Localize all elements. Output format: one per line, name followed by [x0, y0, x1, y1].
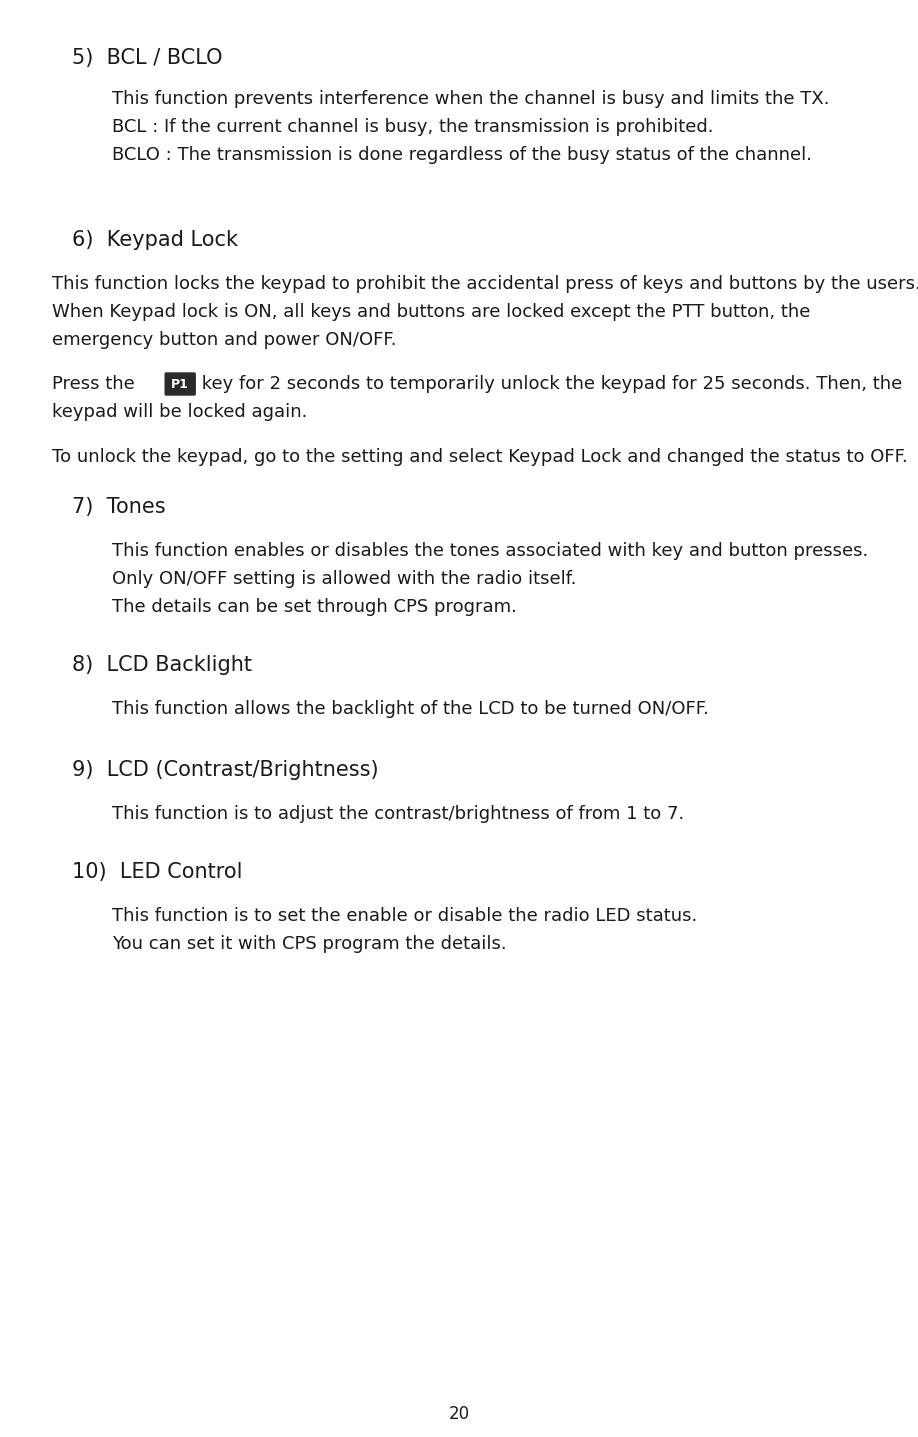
- Text: 20: 20: [448, 1405, 470, 1423]
- Text: key for 2 seconds to temporarily unlock the keypad for 25 seconds. Then, the: key for 2 seconds to temporarily unlock …: [196, 375, 902, 392]
- Text: This function prevents interference when the channel is busy and limits the TX.: This function prevents interference when…: [112, 91, 830, 108]
- Text: You can set it with CPS program the details.: You can set it with CPS program the deta…: [112, 935, 507, 953]
- Text: This function enables or disables the tones associated with key and button press: This function enables or disables the to…: [112, 542, 868, 560]
- Text: This function is to adjust the contrast/brightness of from 1 to 7.: This function is to adjust the contrast/…: [112, 805, 684, 823]
- Text: 9)  LCD (Contrast/Brightness): 9) LCD (Contrast/Brightness): [72, 760, 378, 780]
- Text: When Keypad lock is ON, all keys and buttons are locked except the PTT button, t: When Keypad lock is ON, all keys and but…: [52, 303, 811, 320]
- Text: Only ON/OFF setting is allowed with the radio itself.: Only ON/OFF setting is allowed with the …: [112, 570, 577, 588]
- Text: Press the: Press the: [52, 375, 140, 392]
- Text: This function allows the backlight of the LCD to be turned ON/OFF.: This function allows the backlight of th…: [112, 700, 709, 718]
- Text: The details can be set through CPS program.: The details can be set through CPS progr…: [112, 598, 517, 616]
- Text: 10)  LED Control: 10) LED Control: [72, 862, 242, 882]
- Text: 5)  BCL / BCLO: 5) BCL / BCLO: [72, 47, 222, 68]
- FancyBboxPatch shape: [165, 374, 196, 395]
- Text: This function locks the keypad to prohibit the accidental press of keys and butt: This function locks the keypad to prohib…: [52, 274, 918, 293]
- Text: 8)  LCD Backlight: 8) LCD Backlight: [72, 655, 252, 675]
- Text: This function is to set the enable or disable the radio LED status.: This function is to set the enable or di…: [112, 907, 698, 925]
- Text: 7)  Tones: 7) Tones: [72, 497, 165, 517]
- Text: emergency button and power ON/OFF.: emergency button and power ON/OFF.: [52, 331, 397, 349]
- Text: 6)  Keypad Lock: 6) Keypad Lock: [72, 230, 238, 250]
- Text: P1: P1: [172, 378, 189, 391]
- Text: keypad will be locked again.: keypad will be locked again.: [52, 402, 308, 421]
- Text: BCLO : The transmission is done regardless of the busy status of the channel.: BCLO : The transmission is done regardle…: [112, 147, 812, 164]
- Text: BCL : If the current channel is busy, the transmission is prohibited.: BCL : If the current channel is busy, th…: [112, 118, 713, 137]
- Text: To unlock the keypad, go to the setting and select Keypad Lock and changed the s: To unlock the keypad, go to the setting …: [52, 448, 908, 466]
